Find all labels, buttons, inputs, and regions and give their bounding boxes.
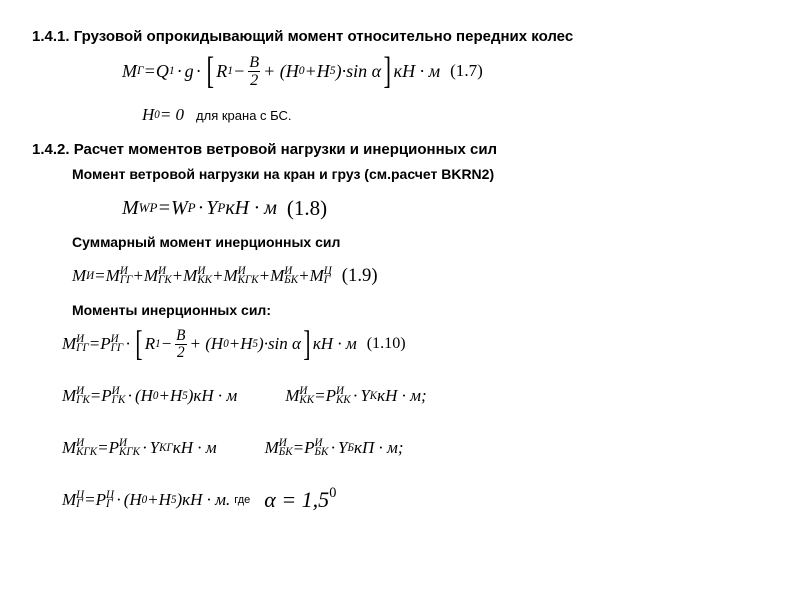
eq110-psub: ГГ <box>111 344 124 353</box>
eq110-num: (1.10) <box>367 335 406 353</box>
eq17-close: )·sin α <box>336 61 381 82</box>
gk-unit: кН · м <box>193 386 237 406</box>
eq18-m: M <box>122 197 139 220</box>
eq18-eq: = <box>157 197 171 220</box>
eq17-q: Q <box>156 61 169 82</box>
eq19-t1: ГГ <box>120 276 133 285</box>
g-h0: H <box>129 490 141 510</box>
kgk-y: Y <box>150 438 159 458</box>
eq17-unit: кН · м <box>394 61 440 82</box>
h0-line: H0 = 0 для крана с БС. <box>142 97 768 133</box>
eq110-two: 2 <box>175 344 187 360</box>
where-label: где <box>234 494 250 506</box>
eq19-m: M <box>72 266 86 286</box>
eq19-t5: БК <box>284 276 298 285</box>
kgk-unit: кН · м <box>173 438 217 458</box>
eq17-h0: H <box>286 61 299 82</box>
gk-msub: ГК <box>76 396 90 405</box>
eq17-lhs: M <box>122 61 137 82</box>
g-msub: Г <box>76 500 84 509</box>
h0-note: для крана с БС. <box>196 108 292 123</box>
eq19-t4: КГК <box>238 276 259 285</box>
formula-1-8: MWP = WP · YP кН · м (1.8) <box>122 190 768 226</box>
eq17-r: R <box>216 61 227 82</box>
formula-kk: MИКК = PИКК · YK кН · м; <box>285 378 426 414</box>
gk-h0: H <box>141 386 153 406</box>
formula-1-10: MИГГ = PИГГ · [ R1 − B 2 + ( H0 + H5 )·s… <box>62 326 768 362</box>
heading-142: 1.4.2. Расчет моментов ветровой нагрузки… <box>32 141 768 158</box>
subheading-moments: Моменты инерционных сил: <box>72 302 768 318</box>
kk-unit: кН · м; <box>377 386 427 406</box>
eq18-unit: кН · м <box>225 197 277 220</box>
eq19-eq: = <box>94 266 105 286</box>
eq17-two: 2 <box>248 71 260 88</box>
h0-eq: = 0 <box>160 105 184 125</box>
kk-msub: КК <box>299 396 314 405</box>
h0-var: H <box>142 105 154 125</box>
eq19-num: (1.9) <box>342 265 378 287</box>
subheading-wind: Момент ветровой нагрузки на кран и груз … <box>72 166 768 182</box>
eq110-frac: B 2 <box>174 328 187 360</box>
eq17-eq: = <box>144 61 156 82</box>
formula-bk: MИБК = PИБК · YБ кП · м; <box>265 430 404 466</box>
gk-h5: H <box>170 386 182 406</box>
g-h5: H <box>159 490 171 510</box>
kk-y: Y <box>360 386 369 406</box>
eq110-h0: H <box>211 334 223 354</box>
eq17-b: B <box>247 54 261 70</box>
eq18-y: Y <box>206 197 217 220</box>
alpha-value: α = 1,50 <box>264 487 336 513</box>
bk-msub: БК <box>279 448 293 457</box>
bk-unit: кП · м; <box>354 438 404 458</box>
eq17-minus: − <box>233 61 245 82</box>
eq17-num: (1.7) <box>450 61 483 81</box>
eq110-close: )·sin α <box>258 334 301 354</box>
formula-g-final: MЦГ = PЦГ · (H0 + H5) кН · м. где α = 1,… <box>62 482 768 518</box>
eq19-t6: Г <box>324 276 332 285</box>
kk-psub: КК <box>336 396 351 405</box>
eq18-w: W <box>171 197 188 220</box>
eq110-r: R <box>145 334 155 354</box>
formula-1-7: M Г = Q1 · g · [ R1 − B 2 + ( H0 + H5 )·… <box>122 53 768 89</box>
kgk-msub: КГК <box>76 448 97 457</box>
subheading-sum: Суммарный момент инерционных сил <box>72 234 768 250</box>
eq110-h5: H <box>240 334 252 354</box>
alpha-text: α = 1,5 <box>264 487 329 512</box>
g-unit: кН · м. <box>182 490 230 510</box>
eq19-t2: ГК <box>158 276 172 285</box>
alpha-sup: 0 <box>329 485 336 501</box>
g-psub: Г <box>106 500 114 509</box>
formula-1-9: MИ = MИГГ + MИГК + MИКК + MИКГК + MИБК +… <box>72 258 768 294</box>
eq17-h5: H <box>317 61 330 82</box>
eq110-b: B <box>174 328 187 343</box>
eq17-g: g <box>185 61 194 82</box>
eq19-t3: КК <box>197 276 212 285</box>
heading-141: 1.4.1. Грузовой опрокидывающий момент от… <box>32 28 768 45</box>
eq17-frac: B 2 <box>247 54 261 87</box>
bk-psub: БК <box>314 448 328 457</box>
formula-kgk: MИКГК = PИКГК · YКГ кН · м <box>62 430 217 466</box>
eq110-unit: кН · м <box>313 334 357 354</box>
eq110-msub: ГГ <box>76 344 89 353</box>
formula-gk: MИГК = PИГК · (H0 + H5) кН · м <box>62 378 237 414</box>
eq17-plus: + ( <box>263 61 286 82</box>
gk-psub: ГК <box>112 396 126 405</box>
kgk-psub: КГК <box>119 448 140 457</box>
eq18-num: (1.8) <box>287 196 327 221</box>
